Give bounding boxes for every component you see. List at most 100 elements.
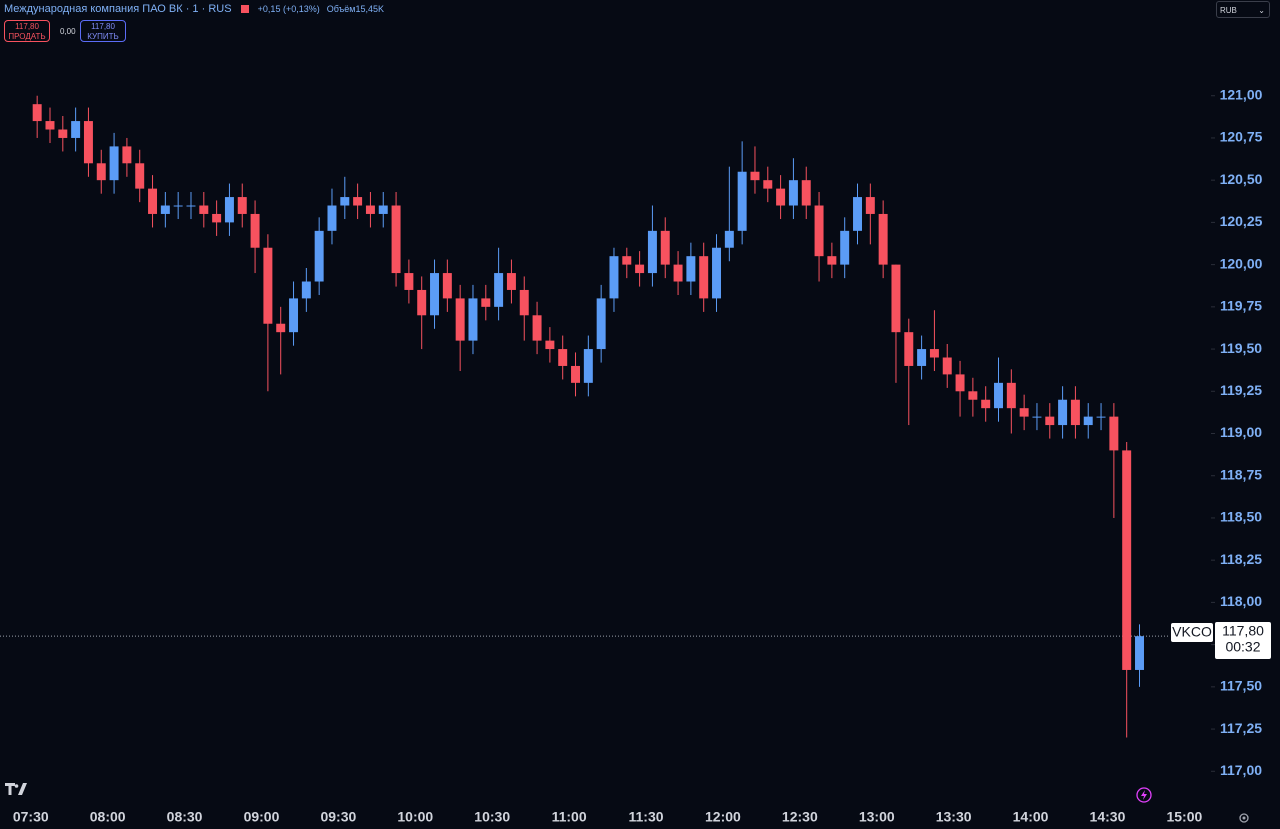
candle-body (1045, 416, 1055, 426)
candle-body (160, 205, 170, 214)
candle-body (506, 273, 516, 290)
candle-body (929, 349, 939, 358)
y-tick-label: 117,00 (1220, 762, 1262, 778)
candle-body (83, 121, 93, 164)
header: Международная компания ПАО ВК · 1 · RUS … (4, 3, 384, 15)
candle-body (1135, 636, 1144, 670)
lightning-icon (1136, 787, 1152, 803)
instrument-title: Международная компания ПАО ВК · 1 · RUS (4, 3, 232, 15)
candle-body (647, 230, 657, 274)
x-tick-label: 10:30 (474, 809, 510, 825)
candle-body (853, 197, 862, 231)
y-tick-label: 119,50 (1220, 340, 1262, 356)
sell-label: ПРОДАТЬ (8, 32, 46, 41)
spread: 0,00 (60, 27, 76, 36)
x-tick-label: 11:30 (628, 809, 663, 825)
x-tick-label: 08:30 (167, 809, 203, 825)
candle-body (378, 205, 388, 214)
candle-body (494, 273, 504, 307)
candle-body (224, 197, 234, 223)
buy-button[interactable]: 117,80 КУПИТЬ (80, 20, 126, 42)
y-tick-label: 119,75 (1220, 298, 1262, 314)
candle-body (609, 256, 619, 299)
countdown: 00:32 (1225, 639, 1260, 655)
candle-body (1006, 382, 1016, 409)
candle-body (532, 315, 542, 341)
candle-body (571, 365, 581, 383)
x-tick-label: 13:30 (936, 809, 972, 825)
price-tag (1215, 622, 1271, 659)
y-tick-label: 120,00 (1220, 255, 1263, 271)
candle-body (801, 180, 811, 206)
candle-body (417, 289, 427, 316)
y-tick-label: 120,50 (1220, 171, 1263, 187)
candle-body (430, 273, 440, 316)
x-tick-label: 14:00 (1013, 809, 1049, 825)
buy-price: 117,80 (91, 22, 115, 31)
candle-body (814, 205, 824, 257)
candle-body (340, 197, 350, 206)
candle-body (481, 298, 491, 307)
candle-body (1083, 416, 1093, 426)
y-tick-label: 119,00 (1220, 424, 1262, 440)
candle-body (827, 256, 837, 265)
y-tick-label: 118,75 (1220, 466, 1262, 482)
candle-body (135, 163, 145, 189)
candle-body (545, 340, 555, 350)
volume: 15,45K (355, 4, 384, 14)
candle-body (404, 273, 414, 290)
candle-body (558, 349, 568, 366)
settings-icon (1239, 813, 1249, 823)
candle-body (750, 171, 760, 181)
candle-body (1058, 399, 1068, 426)
y-tick-label: 117,25 (1220, 720, 1262, 736)
candle-body (32, 104, 42, 122)
candle-body (314, 230, 324, 282)
candle-body (840, 230, 850, 265)
candle-body (173, 205, 183, 207)
candle-body (1032, 416, 1042, 418)
x-tick-label: 13:00 (859, 809, 895, 825)
x-tick-label: 08:00 (90, 809, 126, 825)
x-tick-label: 09:00 (244, 809, 280, 825)
candle-body (455, 298, 465, 341)
candle-body (788, 180, 798, 206)
y-tick-label: 120,25 (1220, 213, 1263, 229)
candle-body (699, 256, 709, 299)
candle-body (583, 349, 593, 383)
candle-body (596, 298, 606, 350)
candle-body (301, 281, 311, 299)
candle-body (635, 264, 645, 274)
candle-body (391, 205, 401, 274)
currency-select[interactable]: RUB ⌄ (1216, 1, 1270, 18)
candle-body (763, 180, 773, 189)
candle-body (865, 197, 875, 214)
x-tick-label: 12:00 (705, 809, 741, 825)
change: +0,15 (+0,13%) (257, 4, 320, 14)
candle-body (724, 230, 734, 248)
x-tick-label: 07:30 (13, 809, 49, 825)
candle-body (942, 357, 952, 375)
sell-button[interactable]: 117,80 ПРОДАТЬ (4, 20, 50, 42)
candle-body (1070, 399, 1080, 426)
candle-body (686, 256, 696, 282)
candle-body (917, 349, 927, 366)
last-price: 117,80 (1222, 623, 1264, 639)
candle-body (519, 289, 529, 316)
candle-body (199, 205, 209, 214)
candle-body (1122, 450, 1132, 670)
candle-body (148, 188, 158, 214)
candle-body (660, 230, 670, 265)
candle-body (289, 298, 299, 333)
candle-body (1096, 416, 1106, 418)
candle-body (71, 121, 81, 138)
candle-body (327, 205, 337, 231)
y-tick-label: 117,50 (1220, 678, 1262, 694)
candle-body (96, 163, 106, 181)
candle-body (904, 332, 914, 366)
dropdown-arrow: ⌄ (1258, 6, 1265, 15)
symbol-tag (1171, 623, 1213, 642)
candle-body (981, 399, 991, 409)
symbol: VKCO (1172, 624, 1212, 640)
